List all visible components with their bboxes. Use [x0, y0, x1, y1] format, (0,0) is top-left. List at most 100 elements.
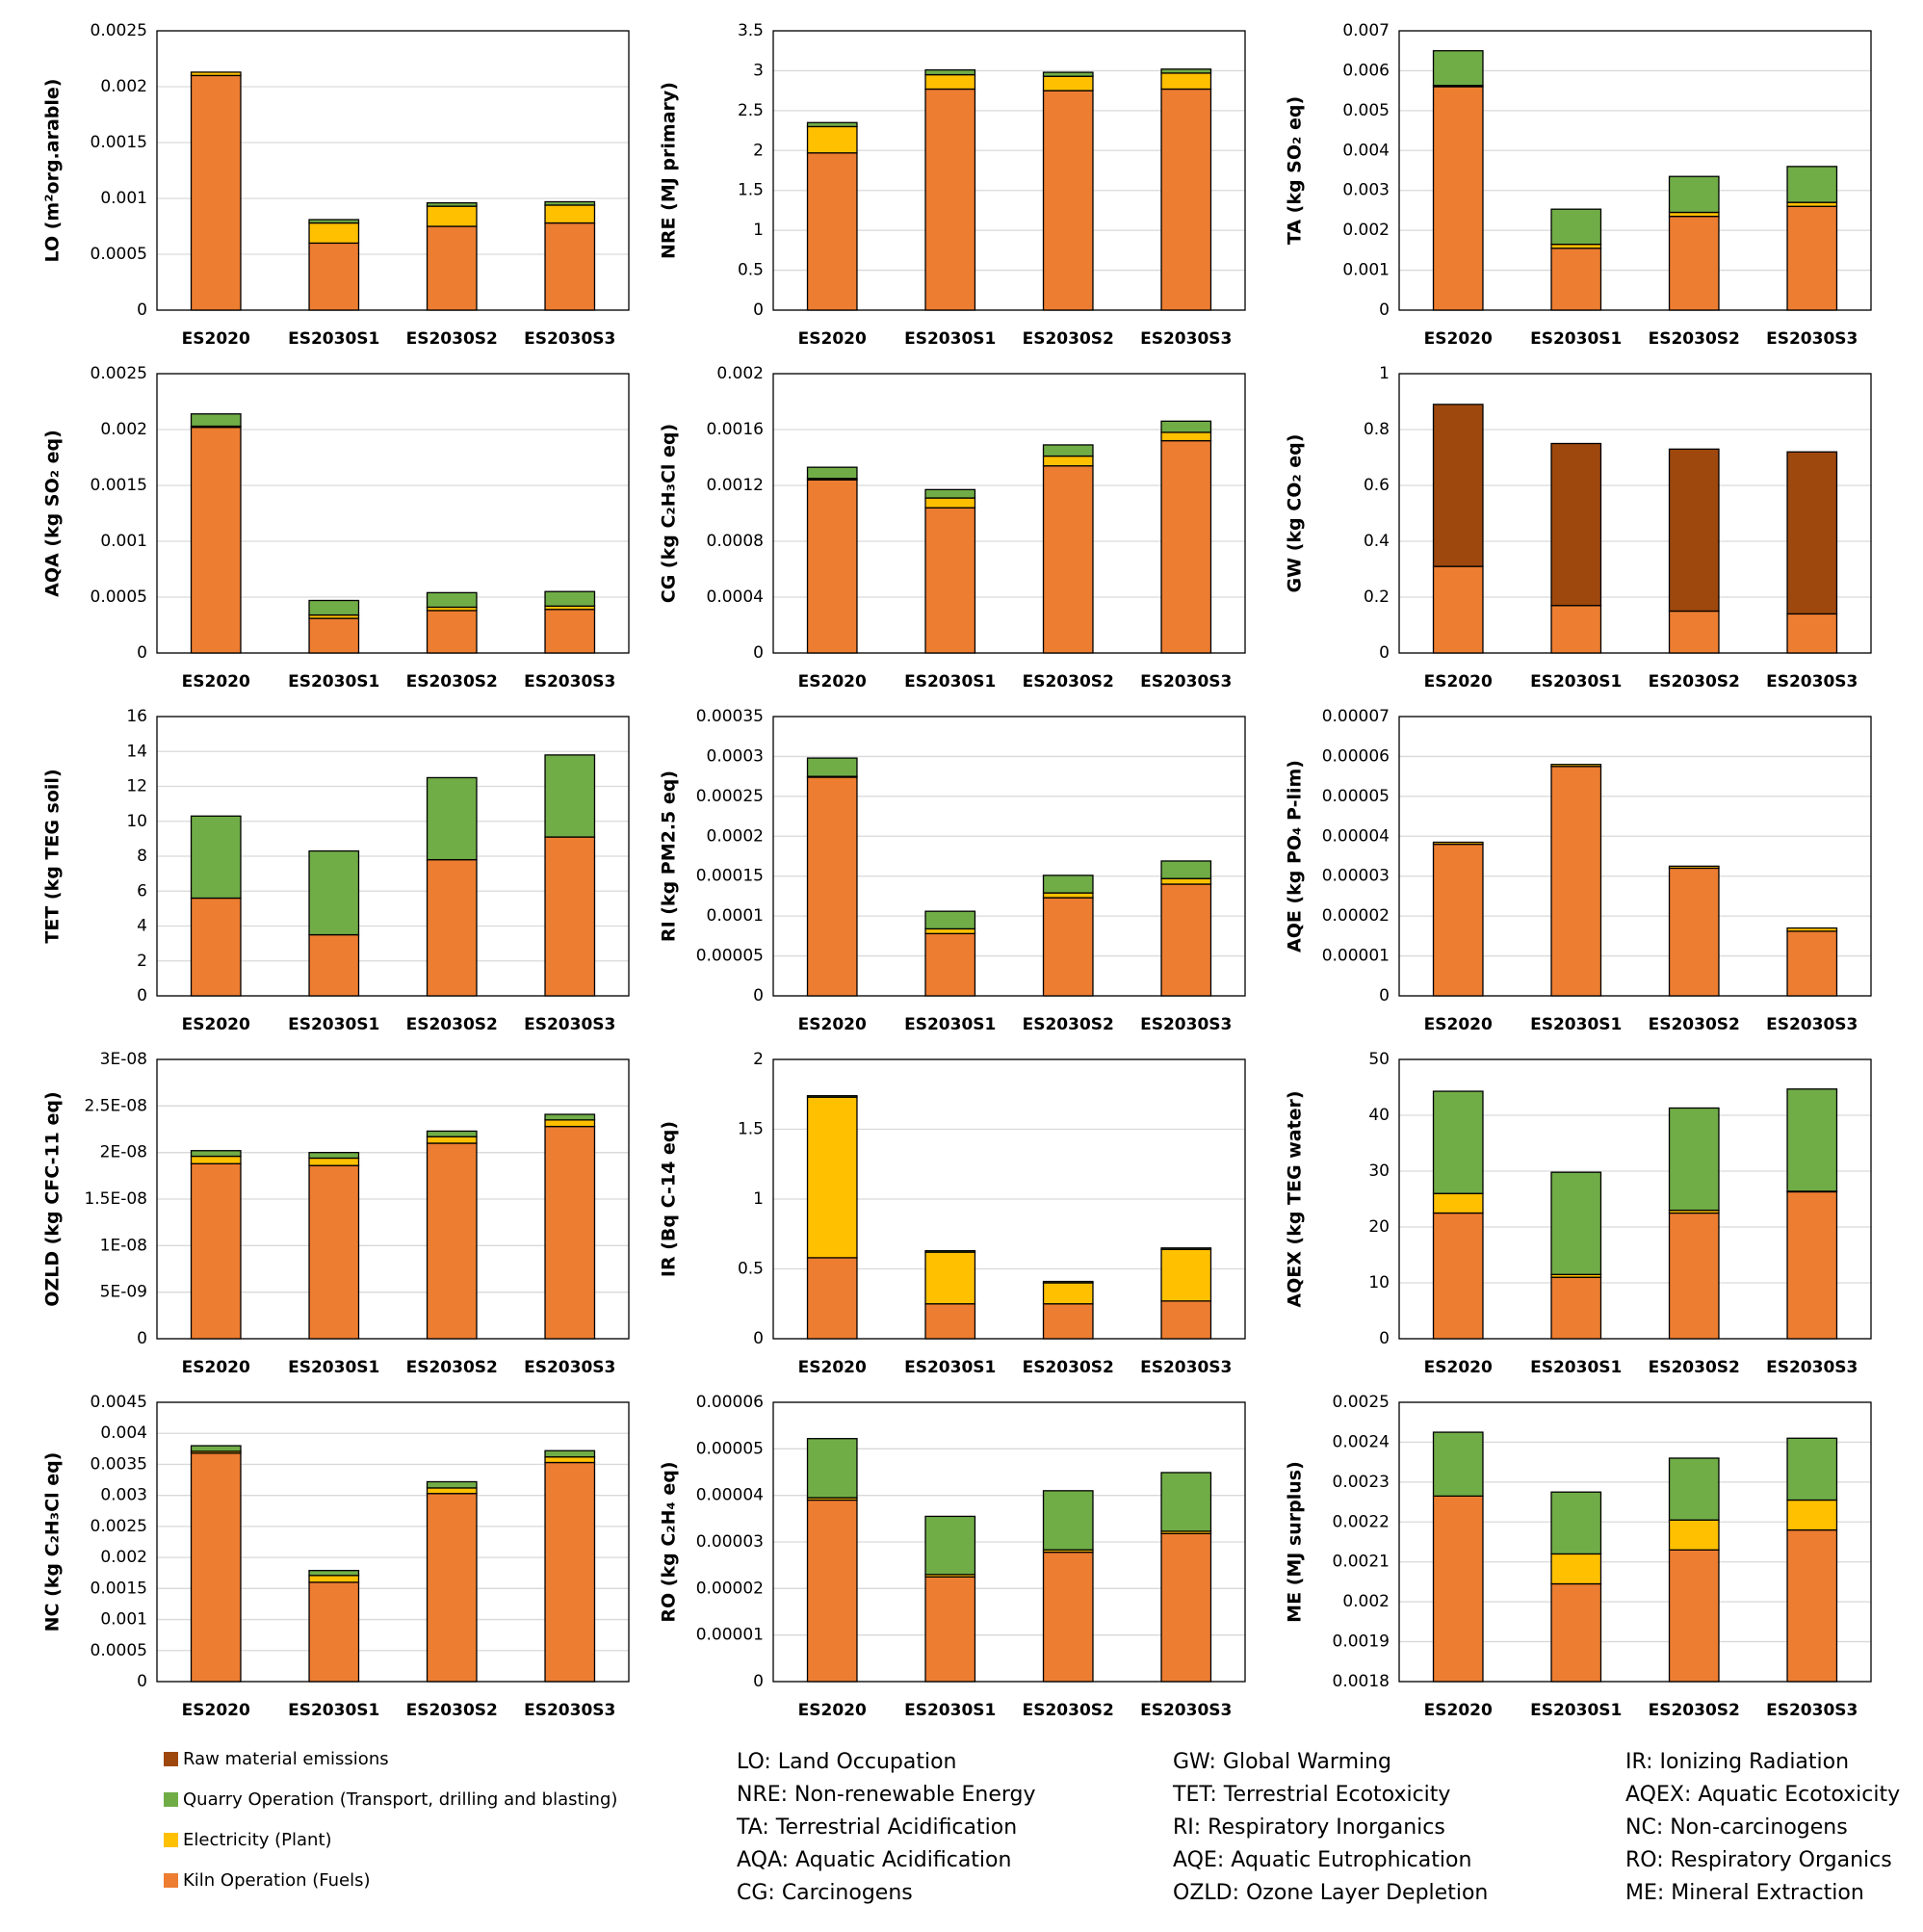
bar-segment: [308, 242, 360, 311]
bar-segment: [190, 74, 242, 311]
y-tick-label: 12: [126, 777, 147, 796]
y-tick-label: 0.002: [100, 1548, 147, 1567]
y-tick-label: 0.00002: [1322, 906, 1390, 926]
bar-segment: [1160, 1300, 1212, 1340]
bar-segment: [1042, 465, 1094, 654]
y-tick-label: 0.0025: [1333, 1393, 1390, 1412]
bar-segment: [426, 610, 478, 654]
bar-segment: [544, 1461, 596, 1683]
x-tick-label: ES2030S2: [406, 672, 498, 692]
y-tick-label: 1: [753, 1189, 764, 1209]
y-tick-label: 5E-09: [100, 1283, 147, 1302]
bar-segment: [544, 222, 596, 311]
y-tick-label: 0.0025: [91, 1517, 147, 1536]
x-tick-label: ES2030S1: [288, 1701, 379, 1720]
bar-segment: [924, 927, 976, 935]
legend-label: Kiln Operation (Fuels): [183, 1870, 371, 1891]
bar-segment: [544, 754, 596, 838]
bar-segment: [308, 1152, 360, 1160]
y-tick-label: 16: [126, 707, 147, 726]
y-tick-label: 0: [137, 1329, 147, 1348]
plot-frame: [156, 716, 630, 997]
bar-segment: [190, 1162, 242, 1340]
x-tick-label: ES2020: [798, 1015, 867, 1034]
x-tick-label: ES2030S1: [288, 672, 379, 692]
x-tick-label: ES2020: [182, 329, 250, 349]
x-tick-label: ES2030S1: [288, 1358, 379, 1377]
bar-segment: [544, 1449, 596, 1458]
bar-segment: [1160, 1247, 1212, 1250]
x-tick-label: ES2020: [182, 672, 250, 692]
bar-segment: [806, 1438, 858, 1499]
legend-swatch: [164, 1752, 178, 1766]
bar-segment: [544, 590, 596, 607]
y-axis-title: IR (Bq C-14 eq): [659, 1121, 680, 1277]
x-tick-label: ES2030S1: [1530, 672, 1622, 692]
y-tick-label: 0: [753, 300, 764, 320]
bar-segment: [1668, 215, 1720, 311]
x-tick-label: ES2030S3: [1766, 1358, 1858, 1377]
bar-segment: [1042, 71, 1094, 77]
bar-segment: [1550, 442, 1602, 607]
bar-segment: [1432, 404, 1484, 567]
bar-segment: [1042, 1280, 1094, 1284]
x-tick-label: ES2020: [798, 1701, 867, 1720]
bar-segment: [544, 1456, 596, 1464]
x-tick-label: ES2030S2: [406, 1701, 498, 1720]
y-tick-label: 0.0008: [707, 532, 764, 551]
y-tick-label: 0.0021: [1333, 1553, 1390, 1572]
x-tick-label: ES2030S1: [904, 1015, 996, 1034]
x-tick-label: ES2030S1: [904, 672, 996, 692]
bar-segment: [308, 1581, 360, 1683]
plot-frame: [1398, 373, 1872, 654]
y-axis-title: ME (MJ surplus): [1285, 1461, 1306, 1623]
y-tick-label: 0: [1379, 300, 1390, 320]
bar-segment: [806, 757, 858, 777]
bar-segment: [924, 1576, 976, 1683]
bar-segment: [1042, 875, 1094, 894]
y-tick-label: 0.00002: [696, 1579, 764, 1598]
y-tick-label: 0.0024: [1333, 1432, 1390, 1451]
bar-segment: [308, 1164, 360, 1340]
abbreviation: CG: Carcinogens: [737, 1881, 913, 1905]
bar-segment: [426, 1487, 478, 1495]
bar-segment: [1550, 1582, 1602, 1683]
y-tick-label: 0.005: [1342, 101, 1390, 120]
y-tick-label: 0.00006: [696, 1393, 764, 1412]
y-tick-label: 0.00025: [696, 787, 764, 806]
bar-segment: [1786, 1088, 1838, 1192]
bar-segment: [426, 1493, 478, 1683]
y-tick-label: 20: [1368, 1217, 1390, 1237]
bar-segment: [924, 1515, 976, 1576]
plot-frame: [1398, 30, 1872, 311]
abbreviation: ME: Mineral Extraction: [1625, 1881, 1864, 1905]
y-tick-label: 0: [1379, 643, 1390, 663]
bar-segment: [1550, 1171, 1602, 1275]
plot-frame: [156, 1401, 630, 1683]
bar-segment: [1432, 86, 1484, 311]
y-tick-label: 0.006: [1342, 61, 1390, 80]
y-tick-label: 0.5: [738, 261, 764, 280]
bar-segment: [806, 1095, 858, 1098]
y-tick-label: 0.00015: [696, 867, 764, 886]
bar-segment: [1432, 565, 1484, 654]
x-tick-label: ES2030S2: [1023, 329, 1114, 349]
bar-segment: [806, 479, 858, 654]
bar-segment: [924, 1251, 976, 1305]
bar-segment: [924, 88, 976, 311]
bar-segment: [806, 121, 858, 128]
y-tick-label: 0.0016: [707, 420, 764, 439]
y-tick-label: 4: [137, 917, 147, 936]
y-tick-label: 0.00007: [1322, 707, 1390, 726]
y-tick-label: 0.00001: [1322, 947, 1390, 966]
bar-segment: [544, 204, 596, 224]
y-tick-label: 2E-08: [100, 1143, 147, 1162]
bar-segment: [806, 1096, 858, 1259]
y-tick-label: 0.00001: [696, 1626, 764, 1645]
abbreviation: NRE: Non-renewable Energy: [737, 1783, 1036, 1807]
bar-segment: [1550, 764, 1602, 768]
y-tick-label: 0: [1379, 986, 1390, 1005]
legend-swatch: [164, 1792, 178, 1807]
bar-segment: [426, 1130, 478, 1137]
y-tick-label: 10: [126, 812, 147, 831]
